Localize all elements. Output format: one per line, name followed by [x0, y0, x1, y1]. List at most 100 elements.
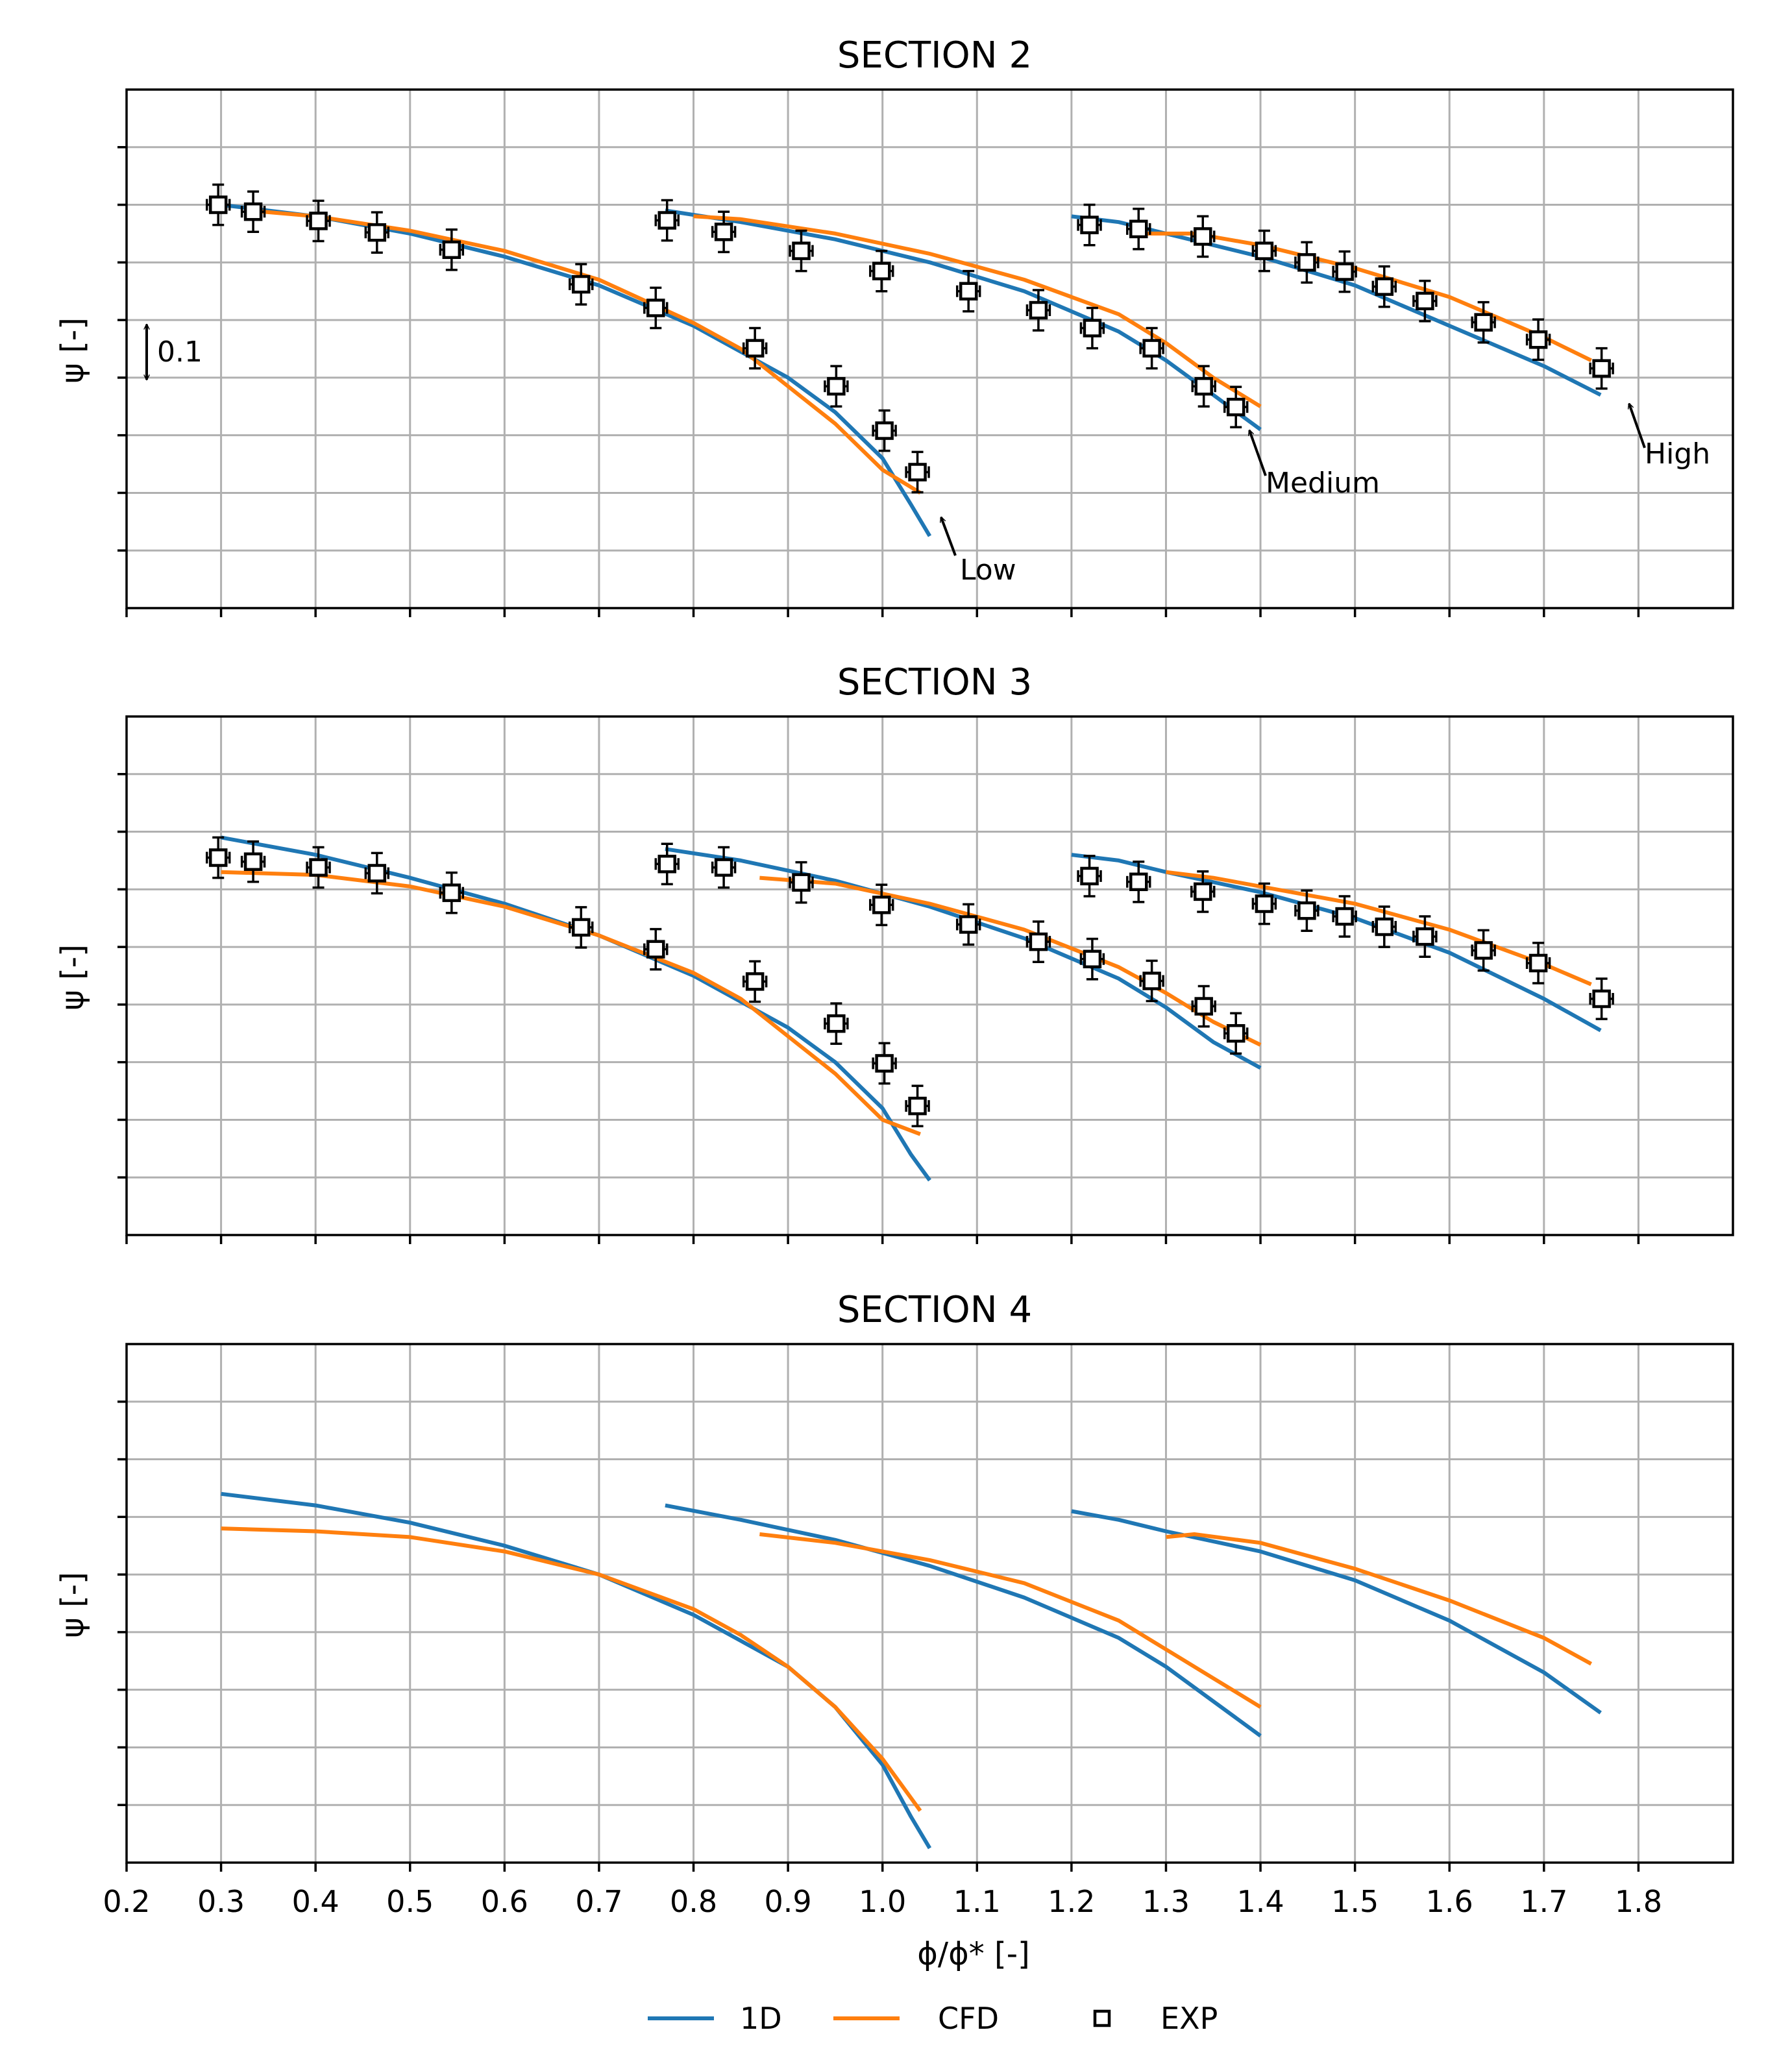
- exp-point: [908, 1096, 927, 1116]
- exp-point: [208, 195, 228, 214]
- exp-point: [1375, 277, 1394, 296]
- exp-point: [1083, 319, 1102, 337]
- series-1d-low: [221, 202, 932, 537]
- x-tick-label: 1.5: [1331, 1884, 1379, 1919]
- exp-point: [1592, 989, 1611, 1009]
- x-tick-label: 0.3: [197, 1884, 245, 1919]
- exp-point: [367, 864, 387, 883]
- exp-point: [1528, 330, 1548, 349]
- exp-point: [208, 848, 228, 867]
- series-cfd-high: [1166, 1532, 1593, 1666]
- panel-section-2: SECTION 2 ψ [-] 0.1 Low Medium High: [55, 34, 1734, 617]
- high-speed-label: High: [1645, 437, 1710, 471]
- x-axis-label: ϕ/ϕ* [-]: [917, 1936, 1030, 1972]
- exp-point: [1592, 359, 1611, 378]
- x-tick-label: 1.8: [1615, 1884, 1662, 1919]
- axes-frame: [125, 715, 1734, 1236]
- x-tick-label: 0.8: [670, 1884, 717, 1919]
- y-axis-label: ψ [-]: [55, 944, 91, 1010]
- exp-point: [657, 855, 677, 874]
- exp-point: [1416, 291, 1434, 311]
- exp-point: [827, 1014, 846, 1033]
- exp-point: [827, 376, 846, 396]
- x-tick-label: 1.1: [953, 1884, 1001, 1919]
- exp-point: [1142, 339, 1161, 358]
- exp-point: [875, 421, 894, 440]
- exp-point: [1226, 1024, 1246, 1043]
- series-1d-medium: [665, 1503, 1262, 1738]
- exp-point: [1083, 949, 1102, 969]
- exp-point: [243, 852, 263, 871]
- exp-point: [1142, 972, 1161, 990]
- x-tick-label: 0.4: [292, 1884, 339, 1919]
- scale-annotation: 0.1: [147, 324, 203, 380]
- panel-title: SECTION 2: [837, 34, 1032, 77]
- panel-title: SECTION 4: [837, 1289, 1032, 1331]
- series-1d-low: [221, 1491, 932, 1850]
- exp-point: [959, 915, 978, 934]
- panel-section-3: SECTION 3 ψ [-]: [55, 661, 1734, 1244]
- exp-point: [1335, 907, 1354, 926]
- exp-points: [206, 836, 1614, 1127]
- y-axis-label: ψ [-]: [55, 317, 91, 384]
- exp-point: [792, 873, 811, 892]
- exp-point: [745, 972, 765, 991]
- series-cfd-low: [249, 208, 922, 495]
- exp-point: [1080, 215, 1099, 234]
- exp-point: [1335, 262, 1354, 281]
- axes-frame: [125, 88, 1734, 609]
- legend: 1D CFD EXP: [648, 2001, 1218, 2036]
- exp-point: [1029, 300, 1048, 320]
- exp-point: [1297, 901, 1316, 920]
- exp-point: [714, 858, 733, 877]
- x-tick-label: 0.7: [575, 1884, 622, 1919]
- exp-point: [872, 896, 891, 914]
- exp-point: [1029, 932, 1048, 951]
- scale-label: 0.1: [157, 336, 203, 369]
- legend-1d-label: 1D: [740, 2001, 782, 2036]
- series-cfd-high: [1147, 231, 1592, 362]
- speed-annotations: Low Medium High: [941, 404, 1710, 587]
- exp-point: [309, 858, 328, 877]
- panel-section-4: SECTION 4 ψ [-] 0.2 0.3 0.4 0.5 0.6 0.7 0.8 0.9…: [55, 1289, 1734, 1972]
- exp-point: [243, 202, 263, 221]
- exp-point: [572, 918, 591, 937]
- panel-title: SECTION 3: [837, 661, 1032, 704]
- plot-area: [117, 1343, 1734, 1872]
- exp-point: [1474, 941, 1493, 960]
- high-arrow: [1629, 404, 1646, 448]
- exp-point: [1255, 241, 1274, 260]
- exp-point: [1194, 997, 1213, 1016]
- exp-point: [1474, 313, 1493, 332]
- exp-point: [1194, 882, 1212, 901]
- exp-point: [1226, 397, 1246, 417]
- exp-point: [1129, 219, 1148, 239]
- x-tick-label: 1.7: [1520, 1884, 1567, 1919]
- exp-point: [714, 223, 733, 241]
- axes-frame: [125, 1343, 1734, 1864]
- x-tick-label: 0.5: [386, 1884, 434, 1919]
- exp-point: [657, 211, 677, 230]
- medium-arrow: [1249, 430, 1267, 476]
- legend-exp-label: EXP: [1160, 2001, 1218, 2036]
- exp-point: [309, 212, 328, 230]
- legend-exp-marker: [1093, 2009, 1111, 2027]
- exp-point: [442, 240, 461, 260]
- x-tick-label: 1.6: [1426, 1884, 1473, 1919]
- x-tick-label: 1.0: [859, 1884, 906, 1919]
- exp-points: [206, 183, 1614, 494]
- exp-point: [792, 241, 811, 260]
- exp-point: [1297, 253, 1316, 272]
- exp-point: [1194, 227, 1212, 246]
- series-cfd-low: [221, 870, 921, 1136]
- x-tick-label: 0.2: [103, 1884, 150, 1919]
- series-cfd-low: [221, 1526, 922, 1812]
- exp-point: [367, 223, 387, 242]
- series-cfd-medium: [693, 214, 1262, 408]
- exp-point: [646, 299, 665, 317]
- x-tick-label: 0.9: [765, 1884, 812, 1919]
- exp-point: [1528, 953, 1548, 973]
- exp-point: [442, 883, 461, 902]
- series-1d-high: [1071, 1509, 1602, 1715]
